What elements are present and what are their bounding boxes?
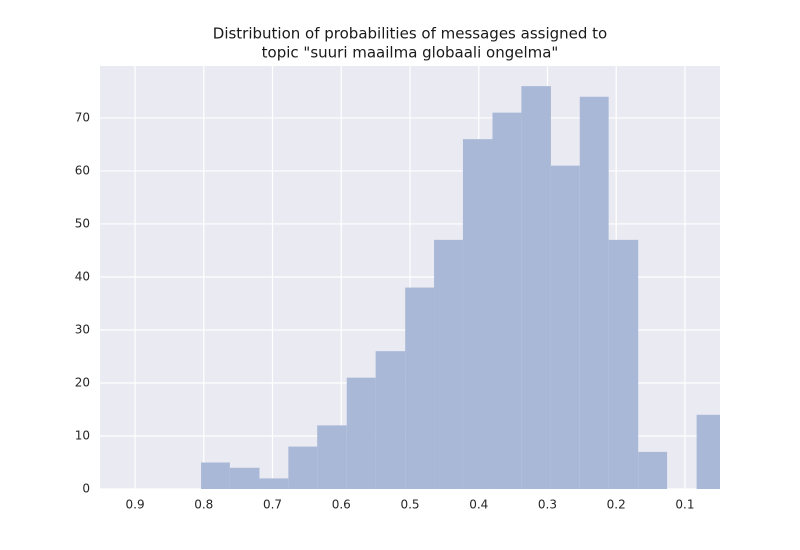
bar	[405, 287, 435, 489]
bar	[346, 377, 376, 489]
bars	[201, 86, 720, 489]
chart-title-line: topic "suuri maailma globaali ongelma"	[262, 44, 559, 62]
x-tick-label: 0.9	[126, 498, 145, 512]
bar	[259, 478, 289, 489]
y-tick-label: 0	[82, 482, 90, 496]
bar	[317, 425, 347, 489]
x-tick-label: 0.3	[538, 498, 557, 512]
y-tick-label: 30	[75, 322, 90, 336]
bar	[462, 139, 493, 489]
bar	[492, 112, 522, 489]
x-tick-label: 0.1	[675, 498, 694, 512]
x-tick-label: 0.6	[332, 498, 351, 512]
bar	[696, 414, 720, 489]
bar	[608, 239, 639, 489]
y-tick-label: 10	[75, 428, 90, 442]
y-tick-label: 20	[75, 375, 90, 389]
bar	[579, 96, 609, 489]
y-tick-label: 60	[75, 163, 90, 177]
bar	[550, 165, 580, 489]
y-tick-label: 40	[75, 269, 90, 283]
bar	[229, 467, 260, 489]
x-tick-label: 0.7	[263, 498, 282, 512]
bar	[288, 446, 318, 489]
bar	[201, 462, 230, 489]
bar	[375, 351, 406, 489]
bar	[434, 239, 463, 489]
x-tick-label: 0.5	[400, 498, 419, 512]
bar	[638, 451, 668, 489]
x-tick-label: 0.2	[607, 498, 626, 512]
y-tick-label: 70	[75, 110, 90, 124]
x-tick-label: 0.8	[194, 498, 213, 512]
chart-title-line: Distribution of probabilities of message…	[213, 25, 607, 43]
bar	[521, 86, 551, 489]
x-tick-label: 0.4	[469, 498, 488, 512]
y-tick-label: 50	[75, 216, 90, 230]
